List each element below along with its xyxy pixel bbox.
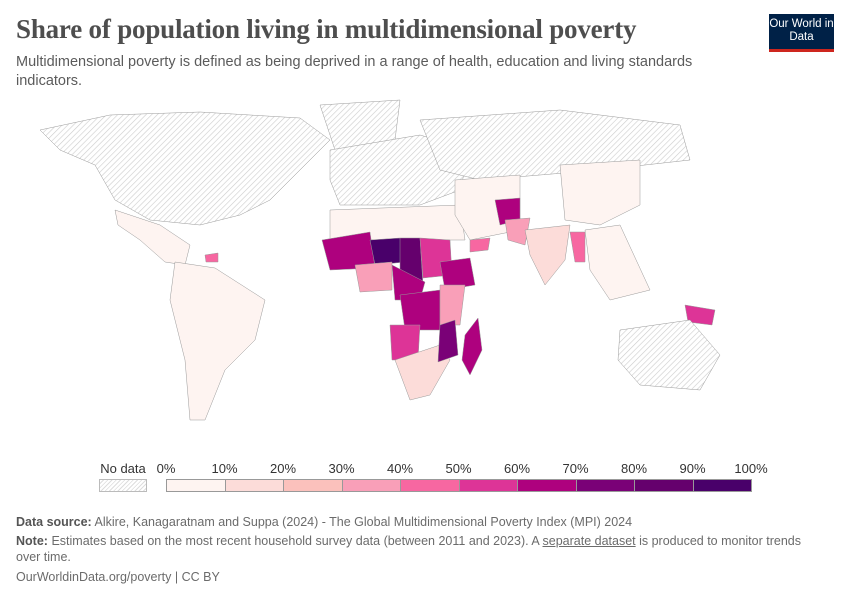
legend-bin[interactable] bbox=[575, 479, 635, 492]
country-region[interactable]: Pakistan bbox=[504, 217, 531, 246]
country-region[interactable]: Myanmar bbox=[569, 231, 586, 263]
country-region[interactable]: Mozambique bbox=[437, 319, 459, 363]
country-region[interactable]: Southeast Asia bbox=[584, 224, 651, 301]
legend-bin[interactable] bbox=[517, 479, 577, 492]
legend-tick: 0% bbox=[156, 461, 176, 476]
note-label: Note: bbox=[16, 534, 48, 548]
country-region[interactable]: Ethiopia bbox=[439, 257, 476, 291]
country-region[interactable]: South America bbox=[169, 261, 266, 421]
legend-bin[interactable] bbox=[400, 479, 460, 492]
legend-tick: 40% bbox=[386, 461, 414, 476]
footer-url[interactable]: OurWorldinData.org/poverty | CC BY bbox=[16, 570, 220, 584]
country-region[interactable]: Papua New Guinea bbox=[684, 304, 716, 326]
legend-tick: 10% bbox=[211, 461, 238, 476]
chart-subtitle: Multidimensional poverty is defined as b… bbox=[16, 54, 693, 89]
legend-tick: 30% bbox=[328, 461, 355, 476]
country-region[interactable]: DR Congo bbox=[399, 289, 441, 331]
legend-bin[interactable] bbox=[166, 479, 226, 492]
legend-bin[interactable] bbox=[224, 479, 284, 492]
owid-logo[interactable]: Our World in Data bbox=[769, 14, 834, 52]
country-region[interactable]: North America bbox=[39, 111, 331, 226]
legend-tick: 60% bbox=[503, 461, 531, 476]
color-legend: No data 0% 10% 20% 30% 40% 50% 60% 70% 80% 90% 100… bbox=[0, 455, 850, 500]
legend-tick: 20% bbox=[269, 461, 297, 476]
no-data-swatch[interactable] bbox=[99, 479, 147, 492]
note-text-end: is produced to monitor trends over time. bbox=[16, 534, 801, 564]
note-text: Estimates based on the most recent house… bbox=[51, 534, 543, 548]
data-source: Data source: Alkire, Kanagaratnam and Su… bbox=[16, 514, 816, 530]
country-region[interactable]: Australia bbox=[617, 319, 721, 391]
separate-dataset-link[interactable]: separate dataset bbox=[542, 534, 636, 548]
legend-bin[interactable] bbox=[458, 479, 518, 492]
country-region[interactable]: Southern Africa bbox=[394, 344, 451, 401]
legend-tick: 100% bbox=[734, 461, 768, 476]
legend-tick: 50% bbox=[445, 461, 472, 476]
legend-bin[interactable] bbox=[283, 479, 343, 492]
country-region[interactable]: Nigeria bbox=[354, 261, 393, 293]
legend-tick: 70% bbox=[562, 461, 589, 476]
legend-tick: 90% bbox=[679, 461, 706, 476]
legend-bin[interactable] bbox=[692, 479, 752, 492]
country-region[interactable]: China bbox=[559, 159, 641, 226]
no-data-label: No data bbox=[100, 461, 146, 476]
country-region[interactable]: India bbox=[524, 224, 571, 286]
source-text: Alkire, Kanagaratnam and Suppa (2024) - … bbox=[94, 515, 633, 529]
country-region[interactable]: North Africa bbox=[329, 204, 466, 241]
note: Note: Estimates based on the most recent… bbox=[16, 533, 816, 565]
source-label: Data source: bbox=[16, 515, 92, 529]
chart-title: Share of population living in multidimen… bbox=[16, 14, 637, 44]
world-map[interactable]: North AmericaGreenlandMexico & Central A… bbox=[0, 90, 850, 455]
country-region[interactable]: Kenya/East Africa bbox=[439, 284, 466, 326]
legend-tick: 80% bbox=[620, 461, 648, 476]
country-region[interactable]: Russia bbox=[419, 109, 691, 181]
legend-bin[interactable] bbox=[341, 479, 401, 492]
legend-bin[interactable] bbox=[634, 479, 694, 492]
country-region[interactable]: Yemen bbox=[469, 237, 491, 253]
country-region[interactable]: Madagascar bbox=[461, 317, 483, 376]
country-region[interactable]: Haiti bbox=[204, 252, 219, 263]
